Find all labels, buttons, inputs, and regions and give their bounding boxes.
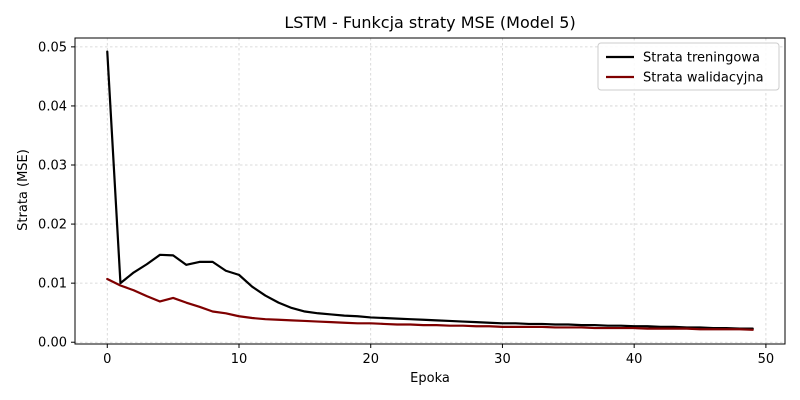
x-tick-label: 20: [362, 352, 379, 367]
y-axis-ticks: 0.00 0.01 0.02 0.03 0.04 0.05: [38, 40, 75, 351]
series-line-validation: [106, 277, 754, 331]
series-line-training: [106, 50, 754, 330]
chart-title: LSTM - Funkcja straty MSE (Model 5): [284, 13, 575, 32]
x-tick-label: 40: [626, 352, 643, 367]
y-axis-label: Strata (MSE): [16, 149, 31, 231]
x-tick-label: 50: [758, 352, 775, 367]
y-tick-label: 0.05: [38, 40, 67, 55]
legend-box: [597, 42, 780, 91]
legend-label-train: Strata treningowa: [643, 51, 760, 66]
x-tick-label: 10: [231, 352, 248, 367]
x-tick-label: 0: [103, 352, 111, 367]
y-tick-label: 0.04: [38, 99, 67, 114]
y-tick-label: 0.02: [38, 218, 67, 233]
plot-frame: [74, 37, 786, 345]
y-tick-label: 0.03: [38, 159, 67, 174]
x-axis-ticks: 0 10 20 30 40 50: [103, 344, 774, 367]
y-tick-label: 0.01: [38, 277, 67, 292]
y-tick-label: 0.00: [38, 336, 67, 351]
legend-label-val: Strata walidacyjna: [643, 71, 764, 86]
legend: Strata treningowa Strata walidacyjna: [597, 42, 780, 91]
x-tick-label: 30: [494, 352, 511, 367]
grid: [75, 38, 785, 344]
x-axis-label: Epoka: [410, 371, 450, 386]
series-layer: [106, 50, 754, 331]
